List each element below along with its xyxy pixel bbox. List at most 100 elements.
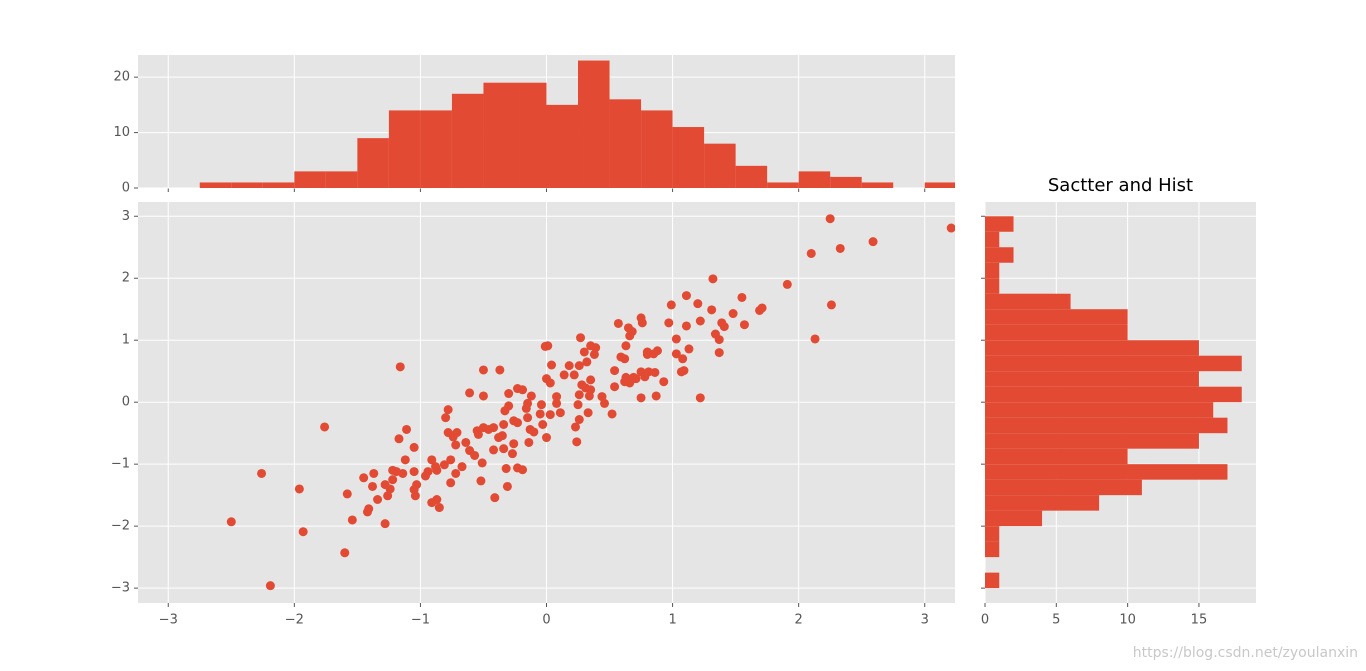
bar xyxy=(985,340,1199,356)
point xyxy=(586,375,596,385)
point xyxy=(538,420,548,430)
point xyxy=(610,366,620,376)
point xyxy=(385,484,395,494)
bar xyxy=(985,386,1242,403)
point xyxy=(552,398,562,408)
bar xyxy=(985,247,1014,263)
point xyxy=(383,491,393,501)
y-tick-label: 0 xyxy=(122,181,130,196)
marks xyxy=(985,216,1242,589)
point xyxy=(826,300,836,310)
point xyxy=(451,468,461,478)
point xyxy=(342,489,352,499)
point xyxy=(806,248,816,258)
point xyxy=(664,318,674,328)
bar xyxy=(830,176,862,188)
point xyxy=(714,348,724,358)
point xyxy=(607,409,617,419)
point xyxy=(684,344,694,354)
point xyxy=(257,468,267,478)
point xyxy=(461,437,471,447)
point xyxy=(476,476,486,486)
point xyxy=(478,391,488,401)
point xyxy=(810,334,820,344)
chart-title: Sactter and Hist xyxy=(1048,175,1193,196)
watermark: https://blog.csdn.net/zyoulanxin xyxy=(1133,645,1358,661)
point xyxy=(714,335,724,345)
point xyxy=(627,327,637,337)
y-tick-label: 1 xyxy=(122,333,130,348)
point xyxy=(573,400,583,410)
x-tick-label: 0 xyxy=(542,613,550,628)
x-tick-label: −2 xyxy=(285,613,304,628)
point xyxy=(409,442,419,452)
point xyxy=(651,391,661,401)
point xyxy=(373,494,383,504)
y-tick-label: 20 xyxy=(113,70,130,85)
bar xyxy=(231,182,263,188)
point xyxy=(555,408,565,418)
point xyxy=(502,481,512,491)
point xyxy=(536,400,546,410)
point xyxy=(513,418,523,428)
point xyxy=(434,503,444,513)
point xyxy=(523,398,533,408)
bar xyxy=(514,82,547,188)
y-tick-label: −3 xyxy=(111,581,130,596)
point xyxy=(490,493,500,503)
bar xyxy=(985,309,1128,325)
bar xyxy=(985,355,1242,372)
point xyxy=(509,439,519,449)
bar xyxy=(483,82,515,188)
bar xyxy=(388,110,421,188)
point xyxy=(545,410,555,420)
bar xyxy=(985,417,1228,434)
point xyxy=(564,361,574,371)
point xyxy=(570,422,580,432)
point xyxy=(394,434,404,444)
bar xyxy=(985,371,1199,387)
point xyxy=(518,465,528,475)
point xyxy=(395,362,405,372)
point xyxy=(542,433,551,443)
point xyxy=(543,341,553,351)
point xyxy=(552,392,562,402)
point xyxy=(679,366,689,376)
bar xyxy=(546,104,579,188)
point xyxy=(427,455,437,465)
point xyxy=(409,467,419,477)
point xyxy=(477,458,487,468)
point xyxy=(388,475,398,485)
marks xyxy=(226,214,955,591)
point xyxy=(671,334,681,344)
point xyxy=(621,341,631,351)
axes: 0 5 10 15 Sactter and Hist xyxy=(981,175,1256,628)
point xyxy=(410,491,420,501)
x-tick-label: −3 xyxy=(159,613,178,628)
bar xyxy=(294,171,326,188)
point xyxy=(599,398,609,408)
x-tick-label: 3 xyxy=(921,613,929,628)
bar xyxy=(672,127,705,188)
x-tick-label: 2 xyxy=(795,613,803,628)
bar xyxy=(985,324,1128,341)
y-tick-label: 10 xyxy=(113,125,130,140)
point xyxy=(946,223,955,233)
point xyxy=(707,305,717,315)
point xyxy=(524,437,534,447)
point xyxy=(400,455,410,465)
bar xyxy=(767,182,799,188)
point xyxy=(507,449,517,459)
bar xyxy=(451,93,484,188)
point xyxy=(835,243,845,253)
point xyxy=(298,527,308,537)
bar xyxy=(420,110,452,188)
point xyxy=(412,480,422,490)
point xyxy=(597,392,607,402)
point xyxy=(499,444,509,454)
point xyxy=(739,320,749,330)
point xyxy=(613,318,623,328)
point xyxy=(423,467,433,477)
point xyxy=(681,321,691,331)
